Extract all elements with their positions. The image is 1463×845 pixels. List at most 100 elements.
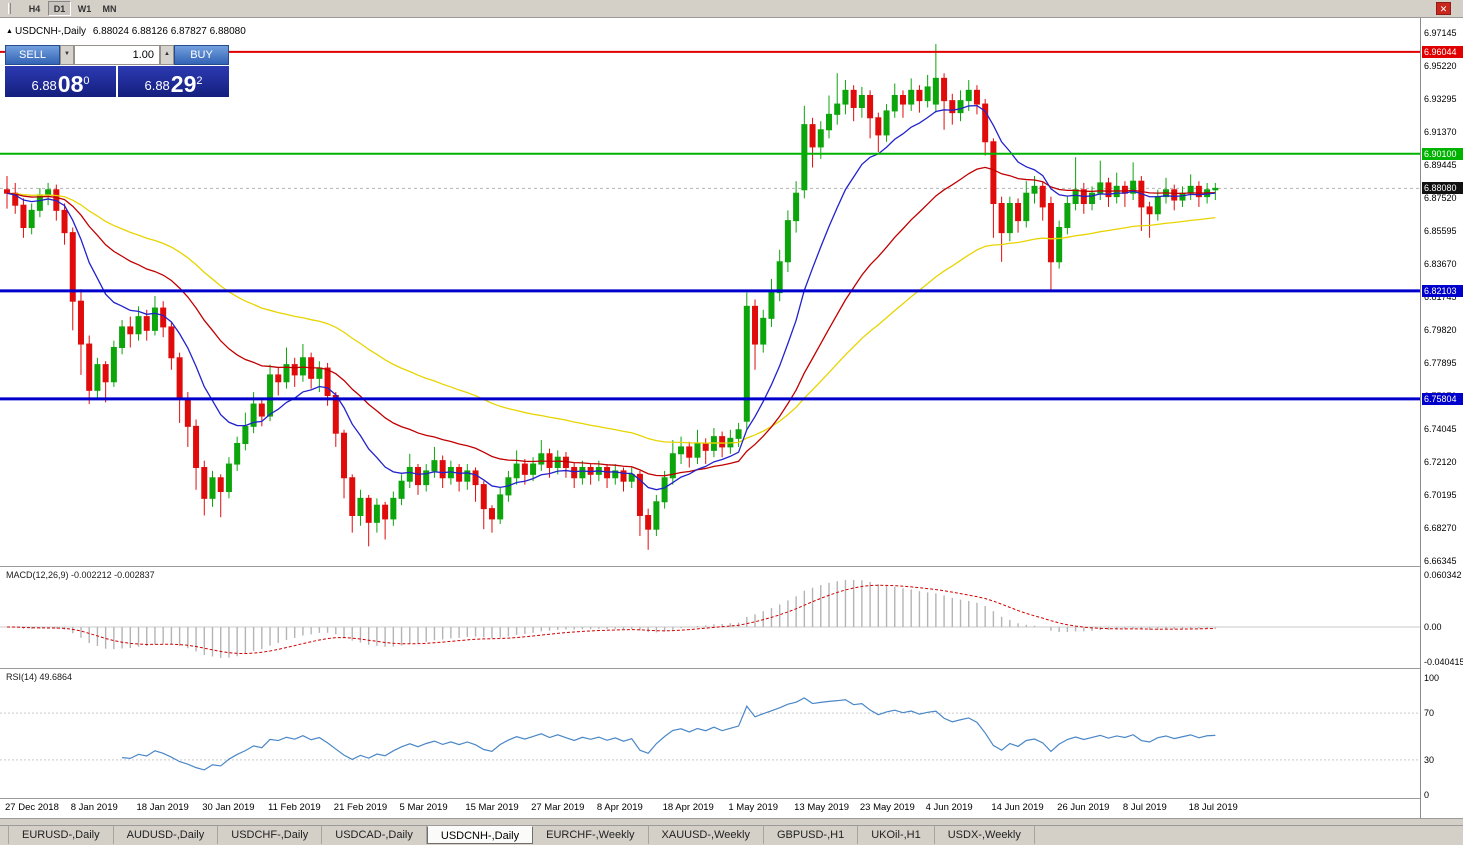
price-tick-label: 6.68270 xyxy=(1424,523,1457,533)
chart-tab-usdcad-daily[interactable]: USDCAD-,Daily xyxy=(322,826,427,844)
buy-price-base: 6.88 xyxy=(144,75,169,96)
timeframe-button-d1[interactable]: D1 xyxy=(48,1,71,16)
close-chart-button[interactable]: ✕ xyxy=(1436,2,1451,15)
candle-body xyxy=(489,509,494,519)
macd-pane-canvas[interactable] xyxy=(0,567,1420,669)
chart-title: ▲USDCNH-,Daily 6.88024 6.88126 6.87827 6… xyxy=(6,26,246,37)
price-tick-label: 6.87520 xyxy=(1424,193,1457,203)
timeframe-button-h4[interactable]: H4 xyxy=(23,1,46,16)
chart-tab-usdchf-daily[interactable]: USDCHF-,Daily xyxy=(218,826,322,844)
chart-tab-usdcnh-daily[interactable]: USDCNH-,Daily xyxy=(427,826,533,844)
candle-body xyxy=(440,461,445,478)
candle-body xyxy=(202,467,207,498)
candle-body xyxy=(514,464,519,478)
candle-body xyxy=(958,101,963,113)
timeframe-button-mn[interactable]: MN xyxy=(98,1,121,16)
candle-body xyxy=(991,142,996,204)
buy-button[interactable]: BUY xyxy=(174,45,229,65)
rsi-pane-canvas[interactable] xyxy=(0,669,1420,798)
candle-body xyxy=(1007,203,1012,232)
date-tick-label: 18 Jul 2019 xyxy=(1189,802,1238,813)
date-tick-label: 21 Feb 2019 xyxy=(334,802,387,813)
toolbar-grip[interactable] xyxy=(8,3,11,14)
date-tick-label: 8 Jan 2019 xyxy=(71,802,118,813)
candle-body xyxy=(810,125,815,147)
candle-body xyxy=(235,443,240,464)
candle-body xyxy=(1065,203,1070,227)
main-chart-canvas[interactable] xyxy=(0,18,1420,567)
chart-window: ▲USDCNH-,Daily 6.88024 6.88126 6.87827 6… xyxy=(0,18,1463,818)
candle-body xyxy=(325,368,330,395)
candle-body xyxy=(827,114,832,129)
timeframe-button-w1[interactable]: W1 xyxy=(73,1,96,16)
candle-body xyxy=(268,375,273,416)
candle-body xyxy=(46,190,51,195)
candle-body xyxy=(769,293,774,319)
candle-body xyxy=(473,471,478,485)
sell-button[interactable]: SELL xyxy=(5,45,60,65)
candle-body xyxy=(95,365,100,391)
candle-body xyxy=(1098,183,1103,193)
candle-body xyxy=(884,111,889,135)
candle-body xyxy=(383,505,388,519)
rsi-value: 49.6864 xyxy=(40,672,73,682)
candle-body xyxy=(802,125,807,190)
candle-body xyxy=(407,467,412,481)
candle-body xyxy=(144,317,149,331)
candle-body xyxy=(87,344,92,390)
ohlc-readout: 6.88024 6.88126 6.87827 6.88080 xyxy=(93,26,246,37)
date-tick-label: 8 Jul 2019 xyxy=(1123,802,1167,813)
horizontal-scrollbar[interactable] xyxy=(0,818,1463,825)
sell-price-button[interactable]: 6.88 08 0 xyxy=(5,66,116,97)
buy-price-button[interactable]: 6.88 29 2 xyxy=(118,66,229,97)
candle-body xyxy=(687,447,692,457)
date-tick-label: 5 Mar 2019 xyxy=(400,802,448,813)
symbol-expand-icon[interactable]: ▲ xyxy=(6,28,13,35)
candle-body xyxy=(1188,186,1193,193)
date-tick-label: 1 May 2019 xyxy=(728,802,778,813)
candle-body xyxy=(1155,197,1160,214)
candle-body xyxy=(120,327,125,348)
chart-tab-eurusd-daily[interactable]: EURUSD-,Daily xyxy=(8,826,114,844)
candle-body xyxy=(350,478,355,516)
candle-body xyxy=(1147,207,1152,214)
lot-increase-icon[interactable]: ▲ xyxy=(160,45,174,65)
chart-tab-gbpusd-h1[interactable]: GBPUSD-,H1 xyxy=(764,826,858,844)
candle-body xyxy=(317,368,322,378)
candle-body xyxy=(333,395,338,433)
candle-body xyxy=(1073,190,1078,204)
candle-body xyxy=(974,90,979,104)
candle-body xyxy=(703,443,708,450)
macd-tick-label: -0.040415 xyxy=(1424,657,1463,667)
candle-body xyxy=(185,399,190,426)
chart-tab-xauusd-weekly[interactable]: XAUUSD-,Weekly xyxy=(649,826,764,844)
date-tick-label: 27 Mar 2019 xyxy=(531,802,584,813)
lot-decrease-icon[interactable]: ▼ xyxy=(60,45,74,65)
candle-body xyxy=(218,478,223,492)
candle-body xyxy=(662,478,667,502)
candle-body xyxy=(128,327,133,334)
candle-body xyxy=(342,433,347,478)
rsi-line xyxy=(122,698,1215,770)
chart-tab-eurchf-weekly[interactable]: EURCHF-,Weekly xyxy=(533,826,648,844)
rsi-pane-separator[interactable] xyxy=(0,668,1463,669)
candle-body xyxy=(21,205,26,227)
price-tick-label: 6.91370 xyxy=(1424,127,1457,137)
candle-body xyxy=(103,365,108,382)
chart-tab-usdx-weekly[interactable]: USDX-,Weekly xyxy=(935,826,1035,844)
candle-body xyxy=(194,426,199,467)
candle-body xyxy=(498,495,503,519)
candle-body xyxy=(259,404,264,416)
level-price-label: 6.90100 xyxy=(1422,148,1463,160)
symbol-name: USDCNH-,Daily xyxy=(15,26,86,37)
chart-tab-audusd-daily[interactable]: AUDUSD-,Daily xyxy=(114,826,219,844)
date-tick-label: 11 Feb 2019 xyxy=(268,802,321,813)
current-bid-label: 6.88080 xyxy=(1422,182,1463,194)
candle-body xyxy=(917,90,922,100)
macd-pane-separator[interactable] xyxy=(0,566,1463,567)
candle-body xyxy=(226,464,231,491)
lot-size-input[interactable]: 1.00 xyxy=(74,45,160,65)
one-click-trading-panel: SELL ▼ 1.00 ▲ BUY 6.88 08 0 6.88 29 2 xyxy=(5,45,229,97)
chart-tab-ukoil-h1[interactable]: UKOil-,H1 xyxy=(858,826,935,844)
